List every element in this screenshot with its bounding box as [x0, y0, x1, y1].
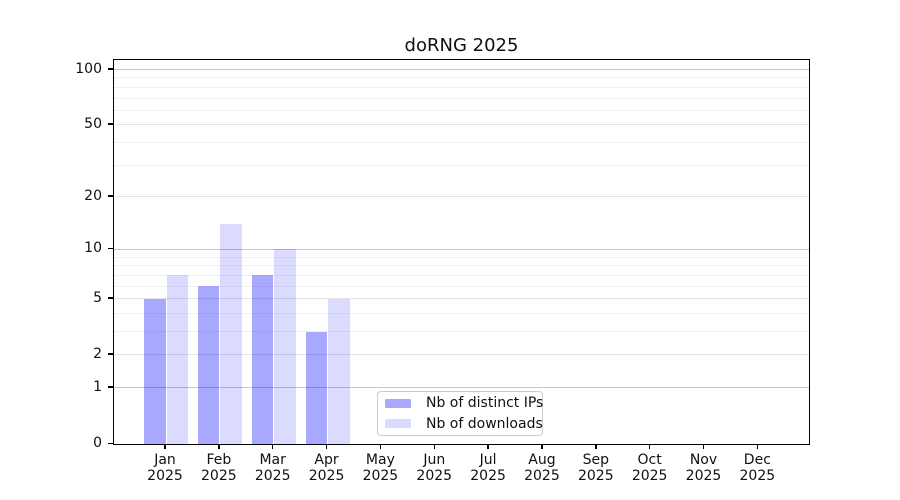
y-tick-label: 1 [93, 378, 102, 395]
y-tick-label: 10 [84, 240, 102, 257]
x-tick-label: Jan 2025 [147, 452, 183, 484]
gridline [114, 69, 809, 70]
gridline [114, 248, 809, 250]
x-tick [487, 444, 489, 449]
gridline [114, 256, 809, 258]
y-tick-label: 5 [93, 289, 102, 306]
x-tick [271, 444, 274, 449]
legend-swatch-downloads [385, 419, 411, 429]
y-tick-label: 0 [93, 435, 102, 451]
y-tick [108, 247, 114, 250]
chart-title: doRNG 2025 [404, 35, 519, 56]
x-tick-label: May 2025 [362, 452, 399, 484]
gridline [114, 109, 809, 111]
x-tick [433, 444, 435, 449]
x-tick-label: Mar 2025 [254, 452, 291, 484]
gridline [114, 285, 809, 287]
y-tick [108, 195, 114, 197]
gridline [114, 265, 809, 267]
y-tick-label: 2 [93, 345, 102, 362]
x-tick-label: Jun 2025 [416, 452, 453, 484]
plot-area [113, 59, 810, 445]
legend-item-downloads: Nb of downloads [378, 414, 543, 433]
gridline [114, 97, 809, 99]
x-tick [595, 444, 597, 449]
gridline [114, 196, 809, 198]
x-tick-label: Apr 2025 [308, 452, 345, 484]
x-tick [379, 444, 382, 449]
x-tick-label: Dec 2025 [739, 452, 776, 484]
y-tick [108, 386, 114, 388]
gridline [114, 331, 809, 332]
gridline [114, 354, 809, 356]
y-tick [108, 297, 114, 299]
x-tick-label: Jul 2025 [470, 452, 506, 484]
x-tick [164, 444, 166, 449]
gridline [114, 77, 809, 79]
legend-item-distinct-ips: Nb of distinct IPs [378, 394, 544, 413]
gridline [114, 86, 809, 88]
bar-downloads [220, 224, 242, 444]
x-tick [756, 444, 759, 449]
gridline [114, 274, 809, 276]
gridline [114, 164, 809, 166]
x-tick [648, 444, 651, 449]
y-tick [108, 68, 114, 70]
x-tick [325, 444, 328, 449]
y-tick [108, 123, 114, 125]
y-tick-label: 100 [75, 60, 102, 77]
bar-distinct-ips [197, 286, 220, 444]
x-tick-label: Feb 2025 [201, 452, 237, 484]
y-tick [108, 353, 114, 355]
gridline [114, 387, 809, 389]
gridline [114, 312, 809, 314]
x-tick [541, 444, 543, 449]
x-tick-label: Aug 2025 [524, 452, 560, 484]
y-tick-label: 50 [84, 115, 102, 132]
x-tick [702, 444, 705, 449]
legend-label-distinct-ips: Nb of distinct IPs [426, 395, 544, 412]
x-tick-label: Oct 2025 [631, 452, 668, 484]
legend-label-downloads: Nb of downloads [426, 415, 543, 432]
bar-downloads [274, 249, 296, 444]
bar-distinct-ips [251, 275, 274, 444]
gridline [114, 298, 809, 300]
x-tick-label: Nov 2025 [685, 452, 722, 484]
legend-swatch-distinct-ips [385, 398, 411, 408]
bar-downloads [166, 275, 188, 444]
y-tick-label: 20 [84, 187, 102, 204]
x-tick-label: Sep 2025 [577, 452, 614, 484]
x-tick [218, 444, 220, 449]
gridline [114, 124, 809, 126]
bar-distinct-ips [144, 298, 166, 444]
bar-distinct-ips [305, 331, 328, 444]
y-tick [108, 442, 114, 444]
bar-downloads [328, 298, 350, 444]
gridline [114, 142, 809, 144]
legend: Nb of distinct IPs Nb of downloads [377, 391, 543, 436]
